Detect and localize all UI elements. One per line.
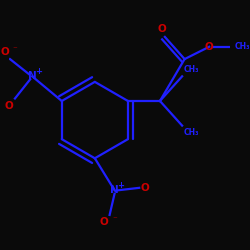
Text: N: N bbox=[110, 185, 119, 195]
Text: +: + bbox=[35, 68, 42, 76]
Text: +: + bbox=[117, 181, 124, 190]
Text: O: O bbox=[140, 183, 149, 193]
Text: O: O bbox=[0, 47, 9, 57]
Text: O: O bbox=[158, 24, 166, 34]
Text: O: O bbox=[205, 42, 214, 52]
Text: N: N bbox=[28, 71, 36, 81]
Text: O: O bbox=[100, 218, 108, 228]
Text: CH₃: CH₃ bbox=[183, 65, 199, 74]
Text: CH₃: CH₃ bbox=[183, 128, 199, 136]
Text: ⁻: ⁻ bbox=[112, 216, 117, 225]
Text: CH₃: CH₃ bbox=[235, 42, 250, 51]
Text: ⁻: ⁻ bbox=[12, 46, 17, 55]
Text: O: O bbox=[5, 102, 14, 112]
